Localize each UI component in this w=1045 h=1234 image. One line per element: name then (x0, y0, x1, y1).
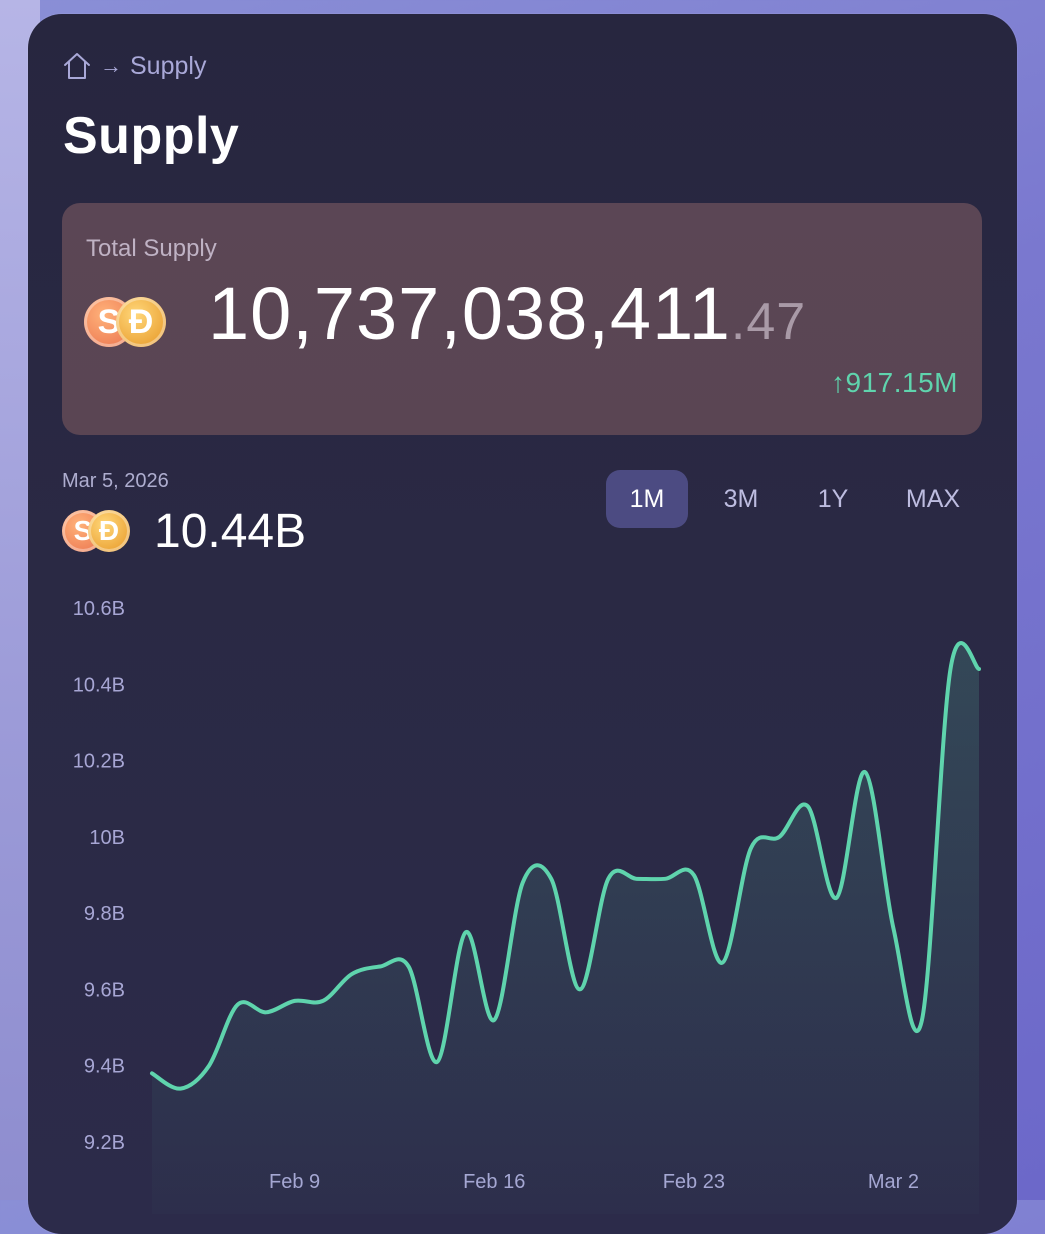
data-point (805, 803, 811, 809)
range-tabs: 1M 3M 1Y MAX (606, 470, 994, 528)
supply-change: ↑917.15M (831, 367, 958, 399)
tab-1m-label: 1M (629, 484, 665, 513)
data-point (548, 876, 554, 882)
total-supply-value: 10,737,038,411.47 (208, 271, 806, 356)
tab-max-label: MAX (905, 484, 961, 513)
y-tick-label: 10.6B (73, 598, 125, 620)
data-point (149, 1070, 155, 1076)
token-icons: S Ð (84, 297, 166, 347)
y-tick-label: 10.4B (73, 674, 125, 696)
y-tick-label: 9.4B (84, 1056, 125, 1078)
data-point (833, 895, 839, 901)
data-point (235, 1002, 241, 1008)
data-point (491, 1017, 497, 1023)
y-tick-label: 10.2B (73, 751, 125, 773)
data-point (349, 971, 355, 977)
total-supply-integer: 10,737,038,411 (208, 272, 731, 355)
data-point (406, 964, 412, 970)
data-point (719, 960, 725, 966)
selected-value: 10.44B (154, 505, 307, 558)
data-point (206, 1063, 212, 1069)
page-title: Supply (63, 107, 240, 165)
arrow-up-icon: ↑ (831, 367, 846, 398)
data-point (862, 769, 868, 775)
total-supply-label: Total Supply (86, 235, 217, 262)
dai-coin-icon: Ð (88, 510, 130, 552)
tab-1y[interactable]: 1Y (794, 470, 872, 528)
data-point (577, 986, 583, 992)
arrow-right-icon: → (100, 53, 122, 78)
supply-change-value: 917.15M (845, 367, 958, 398)
data-point (776, 834, 782, 840)
data-point (520, 880, 526, 886)
tab-max[interactable]: MAX (872, 470, 994, 528)
tab-3m-label: 3M (723, 484, 759, 513)
data-point (947, 666, 953, 672)
total-supply-panel: Total Supply S Ð 10,737,038,411.47 ↑917.… (62, 203, 982, 435)
breadcrumb-current: Supply (130, 51, 207, 80)
data-point (178, 1086, 184, 1092)
data-point (320, 998, 326, 1004)
data-point (890, 925, 896, 931)
tab-3m[interactable]: 3M (688, 470, 794, 528)
data-point (634, 876, 640, 882)
data-point (691, 872, 697, 878)
y-tick-label: 9.8B (84, 903, 125, 925)
supply-card: → Supply Supply Total Supply S Ð 10,737,… (28, 14, 1017, 1234)
y-axis: 10.6B 10.4B 10.2B 10B 9.8B 9.6B 9.4B 9.2B (73, 598, 125, 1154)
data-point (263, 1009, 269, 1015)
y-tick-label: 9.2B (84, 1132, 125, 1154)
data-point (976, 666, 982, 672)
tab-1m[interactable]: 1M (606, 470, 688, 528)
data-point (662, 876, 668, 882)
home-icon[interactable] (62, 51, 92, 81)
selected-date: Mar 5, 2026 (62, 470, 169, 492)
data-point (434, 1059, 440, 1065)
token-icons-small: S Ð (62, 510, 130, 552)
y-tick-label: 10B (89, 827, 125, 849)
total-supply-decimal: .47 (730, 293, 807, 351)
data-point (463, 929, 469, 935)
dai-coin-icon: Ð (116, 297, 166, 347)
y-tick-label: 9.6B (84, 979, 125, 1001)
tab-1y-label: 1Y (817, 484, 849, 513)
data-point (292, 998, 298, 1004)
data-point (919, 1017, 925, 1023)
supply-area (152, 643, 979, 1214)
supply-line (150, 641, 981, 1091)
breadcrumb: → Supply (62, 50, 206, 82)
data-point (748, 845, 754, 851)
data-point (605, 876, 611, 882)
data-point (377, 964, 383, 970)
